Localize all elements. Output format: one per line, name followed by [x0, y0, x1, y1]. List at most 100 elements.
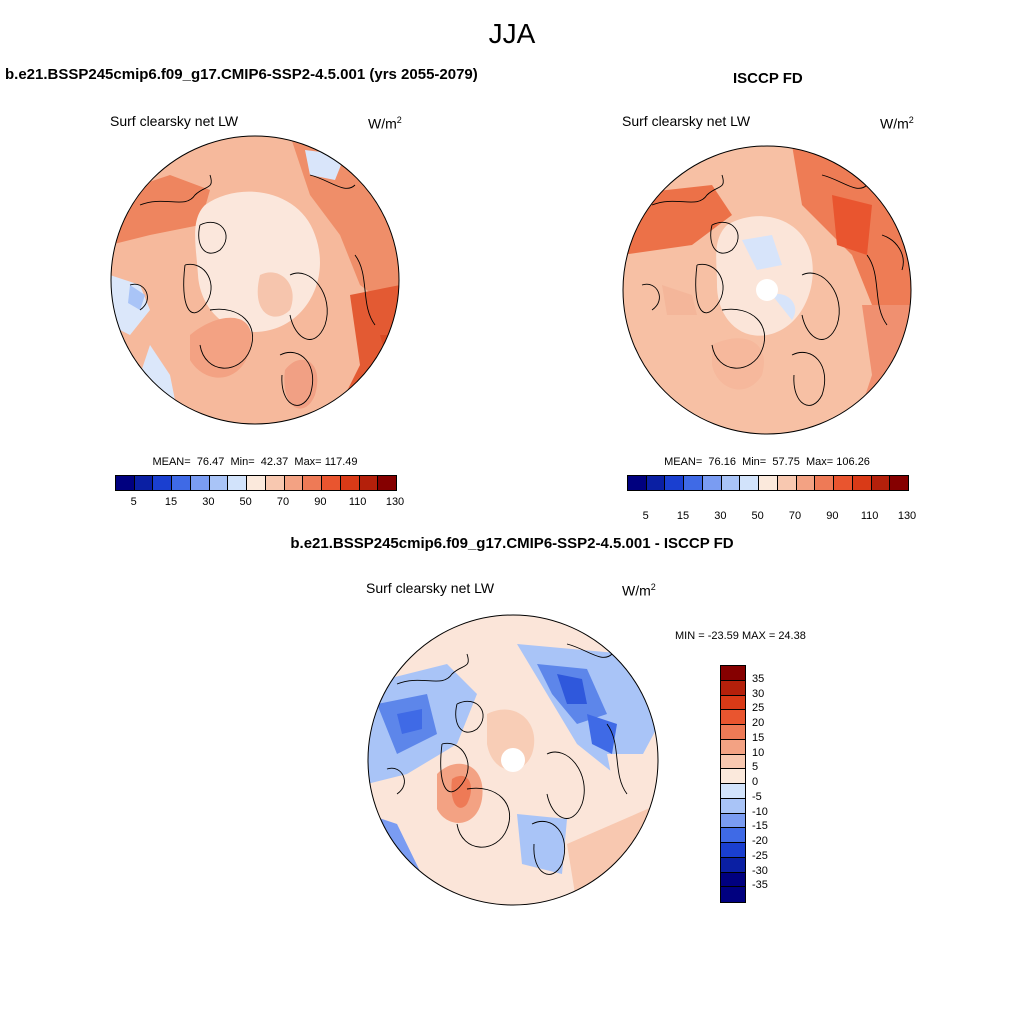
panel-2-colorbar-swatch-12: [852, 476, 872, 490]
panel-3-units: W/m2: [622, 582, 656, 599]
panel-1-units: W/m2: [368, 115, 402, 132]
panel-2-colorbar-swatch-5: [721, 476, 741, 490]
panel-3-colorbar-tick-label: -25: [752, 849, 768, 862]
panel-3-colorbar-swatch-10: [721, 813, 745, 829]
panel-3-colorbar-swatch-8: [721, 784, 745, 799]
panel-3-colorbar-swatch-5: [721, 739, 745, 755]
panel-3-pole-missing: [501, 748, 525, 772]
panel-1-colorbar-tick-label: 70: [276, 496, 290, 508]
panel-1-colorbar-ticks: 5 15 30 50 70 90 110 130: [115, 496, 405, 510]
panel-3-colorbar-swatch-12: [721, 843, 745, 858]
panel-1-colorbar-swatch-12: [340, 476, 360, 490]
panel-3-colorbar-tick-label: 15: [752, 731, 765, 744]
panel-2-title: ISCCP FD: [733, 70, 803, 87]
panel-1-colorbar-swatch-2: [153, 476, 173, 490]
panel-2-colorbar-swatch-13: [871, 476, 891, 490]
panel-1-colorbar-swatch-6: [228, 476, 248, 490]
panel-1-colorbar-swatch-7: [247, 476, 266, 490]
panel-3-colorbar-swatch-0: [721, 666, 745, 681]
panel-2-colorbar-swatch-4: [702, 476, 722, 490]
panel-2-stats: MEAN= 76.16 Min= 57.75 Max= 106.26: [664, 456, 870, 468]
panel-1-colorbar-tick-label: 90: [314, 496, 327, 508]
panel-2-colorbar-swatch-11: [834, 476, 853, 490]
panel-2-pole-missing: [756, 279, 778, 301]
panel-1-colorbar-tick-label: 15: [164, 496, 178, 508]
panel-2-colorbar-swatch-10: [815, 476, 835, 490]
panel-2-units: W/m2: [880, 115, 914, 132]
panel-1-colorbar-swatch-13: [359, 476, 379, 490]
panel-2-colorbar-swatch-9: [796, 476, 816, 490]
panel-3-colorbar-tick-label: -35: [752, 879, 768, 892]
panel-1-colorbar-swatch-9: [284, 476, 304, 490]
panel-3-colorbar-ticks: 35 30 25 20 15 10 5 0 -5 -10 -15 -20 -25 -30 -35: [752, 665, 792, 901]
panel-3-colorbar-tick-label: 5: [752, 761, 759, 774]
panel-3-colorbar-tick-label: 25: [752, 702, 765, 715]
panel-2-colorbar-swatch-14: [890, 476, 909, 490]
panel-1-colorbar-swatch-10: [303, 476, 323, 490]
panel-3-colorbar-tick-label: -10: [752, 805, 768, 818]
panel-1-colorbar-tick-label: 130: [385, 496, 405, 508]
panel-3-colorbar-tick-label: -15: [752, 820, 768, 833]
panel-1-variable-label: Surf clearsky net LW: [110, 113, 239, 129]
panel-2-colorbar-tick-label: 50: [751, 510, 764, 522]
panel-2-colorbar-swatch-8: [777, 476, 797, 490]
panel-2-colorbar-swatch-1: [646, 476, 666, 490]
panel-3-colorbar-swatch-15: [721, 887, 745, 902]
panel-3-colorbar-swatch-1: [721, 680, 745, 696]
panel-3-colorbar-tick-label: 35: [752, 672, 765, 685]
panel-1-title: b.e21.BSSP245cmip6.f09_g17.CMIP6-SSP2-4.…: [5, 66, 478, 83]
panel-3-map: [367, 614, 659, 906]
panel-3-colorbar-tick-label: 30: [752, 687, 765, 700]
panel-3-colorbar-tick-label: 20: [752, 717, 765, 729]
panel-1-colorbar-tick-label: 50: [239, 496, 252, 508]
panel-2-colorbar-tick-label: 30: [714, 510, 727, 522]
panel-3-colorbar: [720, 665, 746, 903]
panel-3-colorbar-swatch-7: [721, 769, 745, 784]
panel-3-variable-label: Surf clearsky net LW: [366, 580, 495, 596]
panel-3-colorbar-swatch-4: [721, 725, 745, 740]
panel-3-colorbar-swatch-14: [721, 872, 745, 888]
panel-3-minmax: MIN = -23.59 MAX = 24.38: [675, 630, 806, 642]
panel-1-colorbar-tick-label: 5: [130, 496, 137, 508]
panel-2-colorbar-tick-label: 5: [642, 510, 649, 522]
panel-1-colorbar-swatch-11: [322, 476, 341, 490]
panel-1-colorbar-swatch-5: [209, 476, 229, 490]
panel-2-colorbar-swatch-7: [759, 476, 778, 490]
panel-1-colorbar: [115, 475, 397, 491]
panel-1-colorbar-swatch-3: [172, 476, 191, 490]
panel-1-colorbar-swatch-0: [116, 476, 135, 490]
panel-3-colorbar-tick-label: -30: [752, 864, 768, 877]
panel-3-colorbar-tick-label: -20: [752, 835, 768, 847]
panel-2-colorbar-tick-label: 90: [826, 510, 839, 522]
panel-1-colorbar-tick-label: 110: [348, 496, 367, 508]
panel-3-colorbar-swatch-9: [721, 798, 745, 814]
panel-2-variable-label: Surf clearsky net LW: [622, 113, 751, 129]
panel-3-colorbar-tick-label: -5: [752, 790, 762, 803]
panel-1-colorbar-tick-label: 30: [202, 496, 215, 508]
panel-1-map: [110, 135, 400, 425]
panel-2-colorbar-tick-label: 130: [897, 510, 917, 522]
panel-2-colorbar-swatch-2: [665, 476, 685, 490]
panel-1-colorbar-swatch-4: [190, 476, 210, 490]
panel-1-colorbar-swatch-8: [265, 476, 285, 490]
panel-2-colorbar-swatch-0: [628, 476, 647, 490]
panel-2-colorbar-tick-label: 15: [676, 510, 690, 522]
panel-3-title: b.e21.BSSP245cmip6.f09_g17.CMIP6-SSP2-4.…: [290, 535, 734, 552]
season-title: JJA: [488, 18, 536, 49]
panel-2-colorbar-tick-label: 70: [788, 510, 802, 522]
panel-3-colorbar-tick-label: 10: [752, 746, 765, 759]
panel-2-colorbar-ticks: 5 15 30 50 70 90 110 130: [627, 510, 917, 524]
panel-1-colorbar-swatch-1: [134, 476, 154, 490]
panel-2-colorbar-swatch-3: [684, 476, 703, 490]
panel-1-stats: MEAN= 76.47 Min= 42.37 Max= 117.49: [152, 456, 358, 468]
panel-3-colorbar-swatch-11: [721, 828, 745, 843]
panel-3-colorbar-tick-label: 0: [752, 776, 759, 788]
panel-2-colorbar-tick-label: 110: [860, 510, 879, 522]
panel-2-colorbar-swatch-6: [740, 476, 760, 490]
panel-3-colorbar-swatch-2: [721, 695, 745, 711]
panel-3-colorbar-swatch-3: [721, 710, 745, 725]
panel-3-colorbar-swatch-6: [721, 754, 745, 770]
panel-3-colorbar-swatch-13: [721, 857, 745, 873]
panel-2-colorbar: [627, 475, 909, 491]
panel-1-colorbar-swatch-14: [378, 476, 397, 490]
